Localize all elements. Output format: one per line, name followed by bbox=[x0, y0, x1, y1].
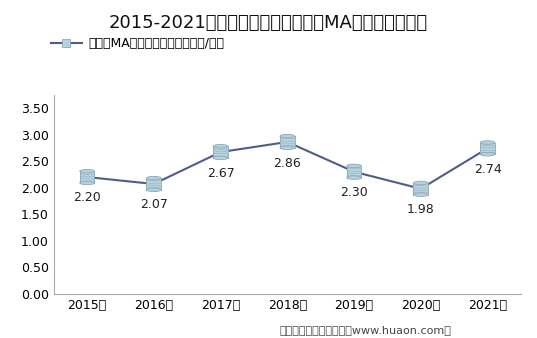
Ellipse shape bbox=[280, 146, 295, 150]
Polygon shape bbox=[347, 166, 361, 177]
Text: 1.98: 1.98 bbox=[407, 203, 434, 216]
Text: 2.20: 2.20 bbox=[73, 191, 101, 204]
Text: 2.67: 2.67 bbox=[207, 167, 235, 180]
Polygon shape bbox=[213, 146, 228, 158]
Ellipse shape bbox=[213, 144, 228, 148]
Ellipse shape bbox=[79, 181, 95, 185]
Ellipse shape bbox=[480, 141, 495, 144]
Ellipse shape bbox=[347, 164, 361, 168]
Text: 2015-2021年郑州商品交易所甲醇（MA）期货成交均价: 2015-2021年郑州商品交易所甲醇（MA）期货成交均价 bbox=[109, 14, 428, 31]
Polygon shape bbox=[480, 143, 495, 154]
Polygon shape bbox=[280, 136, 295, 148]
Ellipse shape bbox=[413, 181, 428, 185]
Polygon shape bbox=[79, 171, 95, 183]
Text: 2.30: 2.30 bbox=[340, 186, 368, 199]
Text: 2.74: 2.74 bbox=[474, 163, 502, 176]
Text: 2.86: 2.86 bbox=[273, 157, 301, 170]
Polygon shape bbox=[413, 183, 428, 195]
Ellipse shape bbox=[79, 169, 95, 173]
Ellipse shape bbox=[347, 176, 361, 179]
Text: 2.07: 2.07 bbox=[140, 198, 168, 211]
Text: 制图：华经产业研究院（www.huaon.com）: 制图：华经产业研究院（www.huaon.com） bbox=[279, 324, 451, 335]
Ellipse shape bbox=[280, 135, 295, 138]
Ellipse shape bbox=[213, 156, 228, 160]
Ellipse shape bbox=[147, 188, 161, 192]
Ellipse shape bbox=[480, 152, 495, 156]
Polygon shape bbox=[147, 178, 161, 190]
Ellipse shape bbox=[413, 193, 428, 196]
Ellipse shape bbox=[147, 176, 161, 180]
Legend: 甲醇（MA）期货成交均价（万元/手）: 甲醇（MA）期货成交均价（万元/手） bbox=[50, 37, 224, 50]
